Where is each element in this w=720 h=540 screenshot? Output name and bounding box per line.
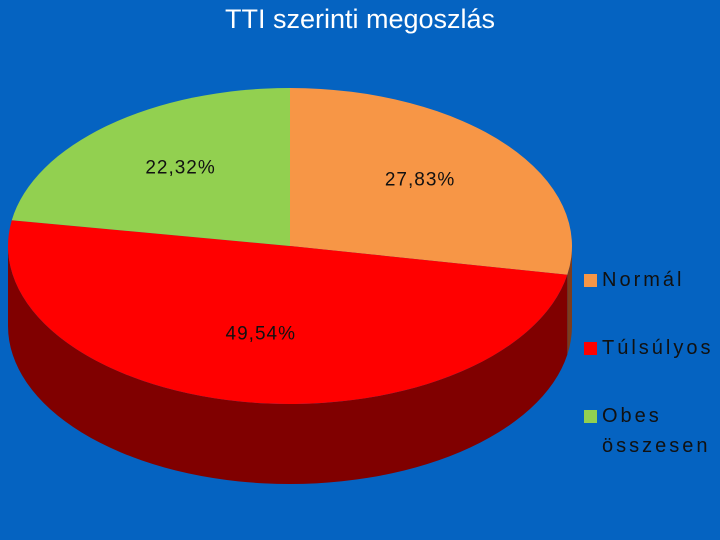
legend-item: Túlsúlyos (584, 333, 720, 363)
chart-title: TTI szerinti megoszlás (224, 4, 496, 34)
legend-label: Normál (602, 269, 685, 291)
legend-item: Normál (584, 265, 720, 295)
legend: Normál Túlsúlyos Obes összesen (584, 265, 720, 499)
slice-side (8, 246, 568, 484)
slice (11, 88, 290, 246)
chart: 27,83% 49,54% 22,32% (8, 88, 572, 484)
legend-item: Obes összesen (584, 401, 720, 461)
legend-label: Túlsúlyos (602, 337, 714, 359)
data-label: 22,32% (145, 158, 215, 179)
slice-side (567, 246, 572, 355)
data-label: 27,83% (385, 169, 455, 190)
legend-swatch (584, 274, 597, 287)
legend-swatch (584, 342, 597, 355)
slice (290, 88, 572, 275)
slice (8, 220, 568, 404)
data-label: 49,54% (226, 323, 296, 344)
legend-label: Obes összesen (602, 405, 711, 457)
legend-swatch (584, 410, 597, 423)
